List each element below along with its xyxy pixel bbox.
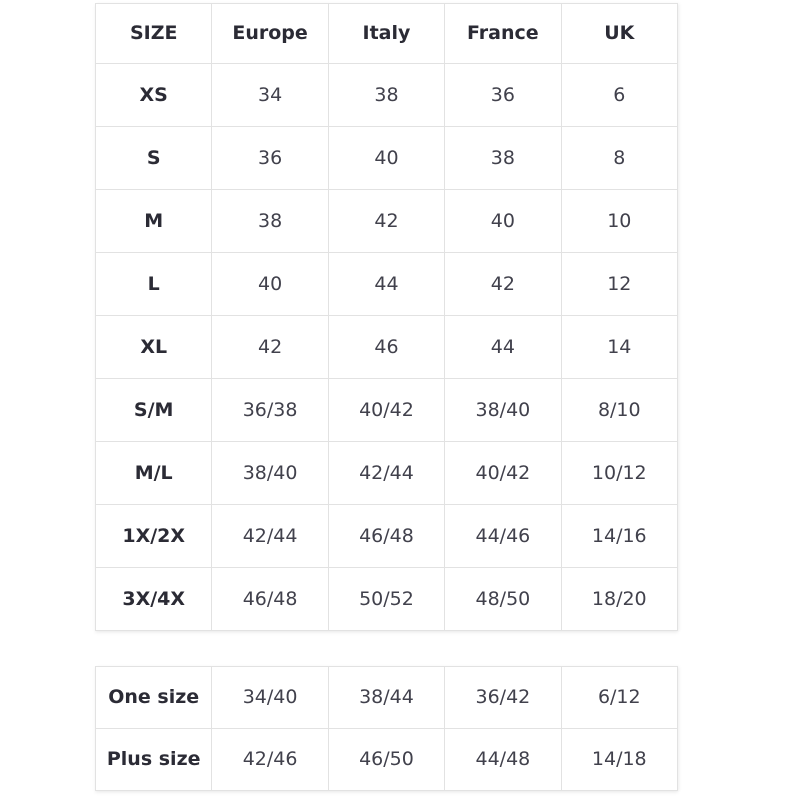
size-value-cell: 40 <box>327 126 446 190</box>
size-value-cell: 18/20 <box>560 567 679 631</box>
size-table-header: SIZE Europe Italy France UK <box>94 3 679 64</box>
table-row-1x-2x: 1X/2X 42/44 46/48 44/46 14/16 <box>94 504 679 568</box>
size-chart-page: SIZE Europe Italy France UK XS 34 38 36 … <box>0 3 800 800</box>
size-value-cell: 40 <box>444 189 562 253</box>
size-value-cell: 8 <box>560 126 679 190</box>
size-value-cell: 38/40 <box>211 441 329 505</box>
table-row-3x-4x: 3X/4X 46/48 50/52 48/50 18/20 <box>94 567 679 631</box>
row-label: M <box>94 189 213 253</box>
size-value-cell: 42 <box>444 252 562 316</box>
size-value-cell: 40 <box>211 252 329 316</box>
size-value-cell: 14/18 <box>560 728 679 791</box>
size-value-cell: 10 <box>560 189 679 253</box>
size-value-cell: 48/50 <box>444 567 562 631</box>
size-value-cell: 6/12 <box>560 666 679 729</box>
size-value-cell: 36/38 <box>211 378 329 442</box>
row-label: XS <box>94 63 213 127</box>
size-value-cell: 8/10 <box>560 378 679 442</box>
row-label: One size <box>94 666 213 729</box>
size-value-cell: 44 <box>444 315 562 379</box>
header-row: SIZE Europe Italy France UK <box>94 3 679 64</box>
size-value-cell: 38 <box>211 189 329 253</box>
size-value-cell: 38 <box>327 63 446 127</box>
row-label: M/L <box>94 441 213 505</box>
size-value-cell: 42 <box>211 315 329 379</box>
header-cell-europe: Europe <box>211 3 329 64</box>
size-value-cell: 38/40 <box>444 378 562 442</box>
size-conversion-table-main: SIZE Europe Italy France UK XS 34 38 36 … <box>94 3 679 631</box>
size-value-cell: 34/40 <box>211 666 329 729</box>
size-value-cell: 46/48 <box>327 504 446 568</box>
size-value-cell: 42/44 <box>211 504 329 568</box>
size-value-cell: 34 <box>211 63 329 127</box>
table-row-plus-size: Plus size 42/46 46/50 44/48 14/18 <box>94 728 679 791</box>
row-label: S/M <box>94 378 213 442</box>
size-value-cell: 40/42 <box>444 441 562 505</box>
size-value-cell: 46 <box>327 315 446 379</box>
size-value-cell: 14 <box>560 315 679 379</box>
row-label: XL <box>94 315 213 379</box>
row-label: 3X/4X <box>94 567 213 631</box>
size-value-cell: 50/52 <box>327 567 446 631</box>
size-value-cell: 40/42 <box>327 378 446 442</box>
size-value-cell: 44 <box>327 252 446 316</box>
size-value-cell: 14/16 <box>560 504 679 568</box>
header-cell-france: France <box>444 3 562 64</box>
table-row-one-size: One size 34/40 38/44 36/42 6/12 <box>94 666 679 729</box>
size-value-cell: 44/48 <box>444 728 562 791</box>
table-row-m: M 38 42 40 10 <box>94 189 679 253</box>
size-value-cell: 46/50 <box>327 728 446 791</box>
size-value-cell: 38 <box>444 126 562 190</box>
size-value-cell: 36 <box>211 126 329 190</box>
header-cell-size: SIZE <box>94 3 213 64</box>
size-value-cell: 42/44 <box>327 441 446 505</box>
row-label: L <box>94 252 213 316</box>
table-row-s: S 36 40 38 8 <box>94 126 679 190</box>
size-value-cell: 46/48 <box>211 567 329 631</box>
row-label: Plus size <box>94 728 213 791</box>
table-row-xs: XS 34 38 36 6 <box>94 63 679 127</box>
header-cell-uk: UK <box>560 3 679 64</box>
size-value-cell: 36/42 <box>444 666 562 729</box>
size-value-cell: 42/46 <box>211 728 329 791</box>
size-value-cell: 10/12 <box>560 441 679 505</box>
size-value-cell: 36 <box>444 63 562 127</box>
size-table-body: XS 34 38 36 6 S 36 40 38 8 M 38 42 40 10 <box>94 63 679 631</box>
header-cell-italy: Italy <box>327 3 446 64</box>
table-row-xl: XL 42 46 44 14 <box>94 315 679 379</box>
size-value-cell: 42 <box>327 189 446 253</box>
size-conversion-table-special: One size 34/40 38/44 36/42 6/12 Plus siz… <box>94 666 679 791</box>
table-row-l: L 40 44 42 12 <box>94 252 679 316</box>
row-label: S <box>94 126 213 190</box>
special-sizes-body: One size 34/40 38/44 36/42 6/12 Plus siz… <box>94 666 679 791</box>
row-label: 1X/2X <box>94 504 213 568</box>
size-value-cell: 38/44 <box>327 666 446 729</box>
size-value-cell: 6 <box>560 63 679 127</box>
size-value-cell: 12 <box>560 252 679 316</box>
table-row-s-m: S/M 36/38 40/42 38/40 8/10 <box>94 378 679 442</box>
size-value-cell: 44/46 <box>444 504 562 568</box>
table-row-m-l: M/L 38/40 42/44 40/42 10/12 <box>94 441 679 505</box>
